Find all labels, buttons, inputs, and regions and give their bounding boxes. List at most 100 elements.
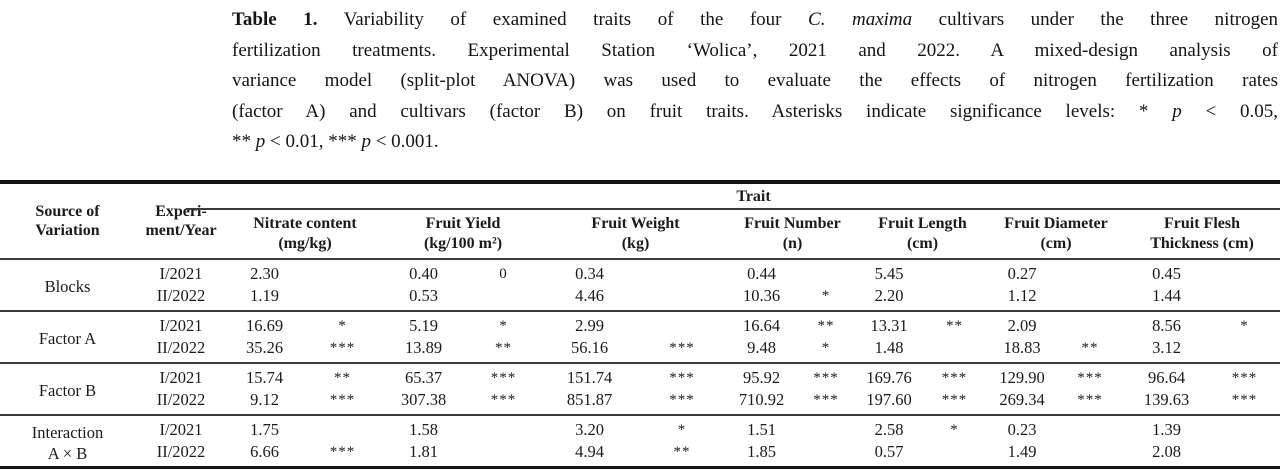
trait-value-cell: 0.27 bbox=[1007, 264, 1037, 283]
trait-value-cell: 4.94 bbox=[575, 442, 604, 461]
significance-cell bbox=[1209, 415, 1280, 441]
significance-cell bbox=[921, 337, 988, 363]
table-row: Interaction A × B I/2021 1.75 1.58 3.20 * 1.51 2… bbox=[0, 415, 1280, 463]
trait-value-cell: 151.74 bbox=[566, 368, 613, 387]
significance-cell: ** bbox=[817, 318, 835, 334]
group-label: Factor B bbox=[0, 363, 135, 415]
caption-text-run: p bbox=[361, 131, 371, 152]
trait-unit: (n) bbox=[782, 235, 803, 252]
table-row: Factor B I/2021 15.74 ** 65.37 *** 151.74 *** 95… bbox=[0, 363, 1280, 400]
trait-value-cell: 10.36 bbox=[742, 286, 781, 305]
significance-cell: *** bbox=[490, 392, 517, 408]
significance-cell: *** bbox=[1231, 370, 1258, 386]
caption-text-run: p bbox=[1172, 100, 1182, 122]
trait-value-cell: 1.44 bbox=[1152, 286, 1181, 305]
trait-value-cell: 1.39 bbox=[1152, 420, 1181, 439]
experiment-year-cell: I/2021 bbox=[159, 368, 203, 387]
trait-name: Nitrate content bbox=[253, 215, 357, 232]
table-row: II/2022 1.19 0.53 4.46 10.36 * 2.20 1.12 1.44 bbox=[0, 285, 1280, 311]
group-label-line: Factor A bbox=[38, 329, 97, 348]
significance-cell bbox=[302, 259, 383, 285]
table-row: II/2022 35.26 *** 13.89 ** 56.16 *** 9.48 * 1.48 1… bbox=[0, 337, 1280, 363]
trait-value-cell: 15.74 bbox=[245, 368, 284, 387]
caption-line: ** p < 0.01, *** p < 0.001. bbox=[232, 127, 1278, 158]
significance-cell bbox=[921, 441, 988, 468]
significance-cell bbox=[1209, 285, 1280, 311]
caption-line: Table 1. Variability of examined traits … bbox=[232, 5, 1278, 36]
caption-text-run: ** bbox=[232, 131, 256, 152]
significance-cell bbox=[921, 285, 988, 311]
trait-value-cell: 139.63 bbox=[1143, 390, 1190, 409]
table-container: Source of Variation Experi- ment/Year Tr… bbox=[0, 180, 1280, 469]
caption-text-run: < 0.01, *** bbox=[265, 131, 362, 152]
trait-value-cell: 0.23 bbox=[1007, 420, 1037, 439]
header-nitrate-content: Nitrate content (mg/kg) bbox=[227, 210, 383, 259]
trait-value-cell: 1.58 bbox=[409, 420, 438, 439]
trait-value-cell: 16.69 bbox=[245, 316, 284, 335]
significance-cell: *** bbox=[669, 392, 695, 408]
significance-cell: *** bbox=[329, 340, 356, 356]
header-line: Variation bbox=[35, 222, 100, 239]
significance-cell bbox=[921, 259, 988, 285]
significance-cell: *** bbox=[669, 370, 695, 386]
trait-value-cell: 2.09 bbox=[1007, 316, 1037, 335]
trait-name: Fruit Weight bbox=[591, 215, 680, 232]
trait-value-cell: 169.76 bbox=[866, 368, 912, 387]
trait-value-cell: 5.45 bbox=[874, 264, 904, 283]
trait-value-cell: 0.57 bbox=[874, 442, 904, 461]
significance-cell: * bbox=[950, 422, 959, 438]
table-row: II/2022 6.66 *** 1.81 4.94 ** 1.85 0.57 1.49 2.08 bbox=[0, 441, 1280, 468]
significance-cell bbox=[1209, 441, 1280, 468]
significance-cell: * bbox=[1240, 318, 1249, 334]
trait-value-cell: 0.40 bbox=[409, 264, 438, 283]
trait-value-cell: 3.20 bbox=[575, 420, 604, 439]
trait-value-cell: 1.12 bbox=[1007, 286, 1037, 305]
trait-value-cell: 18.83 bbox=[1003, 338, 1041, 357]
trait-value-cell: 9.48 bbox=[747, 338, 776, 357]
header-fruit-flesh-thickness: Fruit Flesh Thickness (cm) bbox=[1124, 210, 1280, 259]
caption-text-run: Variability of examined traits of the fo… bbox=[317, 9, 809, 30]
significance-cell: *** bbox=[329, 392, 356, 408]
experiment-year-cell: I/2021 bbox=[159, 316, 203, 335]
table-row: Factor A I/2021 16.69 * 5.19 * 2.99 16.64 ** 13.3… bbox=[0, 311, 1280, 348]
significance-cell: *** bbox=[669, 340, 695, 356]
significance-cell bbox=[464, 285, 543, 311]
header-fruit-yield: Fruit Yield (kg/100 m²) bbox=[383, 210, 543, 259]
significance-cell bbox=[1056, 311, 1124, 337]
significance-cell bbox=[636, 259, 728, 285]
significance-cell: * bbox=[821, 288, 831, 304]
significance-cell: *** bbox=[1231, 392, 1258, 408]
row-group: Factor A I/2021 16.69 * 5.19 * 2.99 16.64 ** 13.3… bbox=[0, 311, 1280, 363]
significance-cell: ** bbox=[495, 340, 512, 356]
header-line: Source of bbox=[35, 203, 100, 220]
header-fruit-diameter: Fruit Diameter (cm) bbox=[988, 210, 1124, 259]
trait-unit: (kg/100 m²) bbox=[423, 235, 503, 252]
header-fruit-length: Fruit Length (cm) bbox=[857, 210, 988, 259]
trait-unit: (mg/kg) bbox=[278, 235, 332, 252]
trait-value-cell: 197.60 bbox=[866, 390, 912, 409]
table-caption: Table 1. Variability of examined traits … bbox=[232, 5, 1278, 158]
significance-cell: *** bbox=[490, 370, 517, 386]
header-line: ment/Year bbox=[145, 222, 217, 239]
caption-text-run: cultivars under the three nitrogen bbox=[912, 9, 1279, 30]
caption-line: (factor A) and cultivars (factor B) on f… bbox=[232, 97, 1278, 128]
significance-cell: ** bbox=[673, 444, 691, 460]
trait-value-cell: 1.48 bbox=[874, 338, 904, 357]
significance-cell: *** bbox=[941, 392, 968, 408]
significance-cell bbox=[1209, 259, 1280, 285]
row-group: Blocks I/2021 2.30 0.40 0 0.34 0.44 5.45 0.27 0.4… bbox=[0, 259, 1280, 311]
trait-value-cell: 0.34 bbox=[575, 264, 604, 283]
significance-cell bbox=[302, 285, 383, 311]
significance-cell: * bbox=[677, 422, 687, 438]
trait-value-cell: 1.49 bbox=[1007, 442, 1037, 461]
significance-cell bbox=[636, 311, 728, 337]
trait-name: Fruit Length bbox=[878, 215, 967, 232]
group-label: Interaction A × B bbox=[0, 415, 135, 468]
trait-value-cell: 65.37 bbox=[404, 368, 443, 387]
significance-cell bbox=[464, 415, 543, 441]
trait-value-cell: 1.19 bbox=[250, 286, 279, 305]
table-row: Blocks I/2021 2.30 0.40 0 0.34 0.44 5.45 0.27 0.4… bbox=[0, 259, 1280, 296]
experiment-year-cell: II/2022 bbox=[156, 390, 206, 409]
trait-value-cell: 2.58 bbox=[874, 420, 904, 439]
trait-value-cell: 0.44 bbox=[747, 264, 776, 283]
